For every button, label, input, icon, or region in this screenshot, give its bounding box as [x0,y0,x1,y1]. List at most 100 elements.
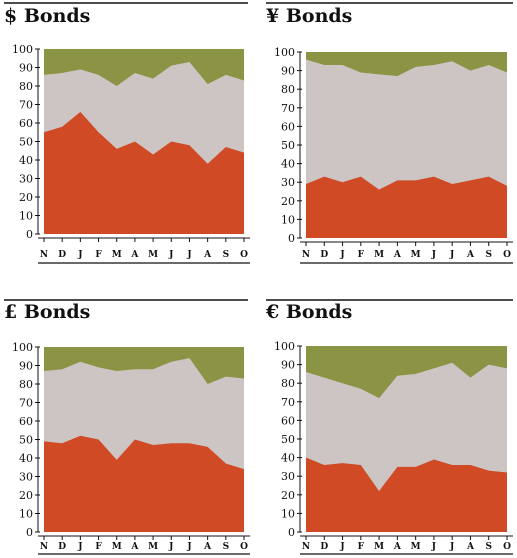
y-tick-label: 0 [288,232,295,245]
y-tick-label: 60 [19,415,33,428]
y-tick-label: 100 [12,341,33,354]
x-tick-label: J [186,542,191,552]
x-tick-label: F [358,542,365,552]
x-tick-label: A [203,542,212,552]
series-area-bottom [306,457,507,532]
x-tick-label: O [503,542,511,552]
series-area-bottom [44,435,244,532]
chart-panel-eur: 0 10 20 30 40 50 60 70 80 90 100 N D J F M A M J J A S O € Bon… [266,298,513,556]
x-tick-label: J [186,250,191,260]
x-tick-label: O [240,542,248,552]
x-tick-label: D [320,250,328,260]
y-tick-label: 20 [19,191,33,204]
x-tick-label: J [77,250,82,260]
x-tick-label: J [339,542,344,552]
series-area-bottom [44,111,244,234]
y-tick-label: 80 [19,80,33,93]
y-tick-label: 30 [281,470,295,483]
x-tick-label: J [339,250,344,260]
y-tick-label: 40 [19,452,33,465]
y-tick-label: 90 [281,65,295,78]
y-tick-label: 60 [281,414,295,427]
y-tick-label: 20 [281,195,295,208]
y-tick-label: 40 [281,158,295,171]
y-tick-label: 70 [19,99,33,112]
x-tick-label: J [449,542,454,552]
y-tick-label: 70 [281,102,295,115]
chart-panel-usd: 0 10 20 30 40 50 60 70 80 90 100 N D J F M A M J J A S O $ Bon… [4,0,250,268]
x-tick-label: J [431,542,436,552]
x-tick-label: M [411,542,421,552]
x-tick-label: J [168,542,173,552]
y-tick-label: 20 [19,489,33,502]
y-tick-label: 10 [281,213,295,226]
y-tick-label: 100 [274,340,295,353]
y-tick-label: 10 [281,507,295,520]
x-tick-label: M [374,250,384,260]
y-tick-label: 0 [288,526,295,539]
x-tick-label: F [95,250,102,260]
x-tick-label: S [485,250,492,260]
x-tick-label: A [393,542,402,552]
series-area-bottom [306,176,507,238]
x-tick-label: M [411,250,421,260]
x-tick-label: M [112,250,122,260]
y-tick-label: 30 [281,176,295,189]
y-tick-label: 40 [281,452,295,465]
x-tick-label: S [223,250,230,260]
y-tick-label: 40 [19,154,33,167]
x-tick-label: M [112,542,122,552]
y-tick-label: 0 [26,526,33,539]
y-tick-label: 30 [19,471,33,484]
y-tick-label: 70 [19,397,33,410]
y-tick-label: 60 [19,117,33,130]
x-tick-label: M [148,250,158,260]
x-tick-label: S [485,542,492,552]
y-tick-label: 80 [19,378,33,391]
y-tick-label: 50 [281,139,295,152]
x-tick-label: F [95,542,102,552]
panel-title: ¥ Bonds [266,5,353,27]
y-tick-label: 50 [19,434,33,447]
panel-title: $ Bonds [4,5,91,27]
y-tick-label: 30 [19,173,33,186]
y-tick-label: 90 [19,62,33,75]
y-tick-label: 20 [281,489,295,502]
x-tick-label: M [374,542,384,552]
x-tick-label: S [223,542,230,552]
y-tick-label: 10 [19,508,33,521]
x-tick-label: N [302,542,310,552]
y-tick-label: 80 [281,83,295,96]
y-tick-label: 0 [26,228,33,241]
panel-title: € Bonds [266,301,353,323]
x-tick-label: A [466,250,475,260]
y-tick-label: 70 [281,396,295,409]
x-tick-label: A [203,250,212,260]
x-tick-label: J [77,542,82,552]
x-tick-label: A [393,250,402,260]
x-tick-label: D [58,250,66,260]
y-tick-label: 80 [281,377,295,390]
x-tick-label: N [40,250,48,260]
y-tick-label: 90 [281,359,295,372]
x-tick-label: A [130,542,139,552]
x-tick-label: A [130,250,139,260]
y-tick-label: 100 [12,43,33,56]
x-tick-label: J [449,250,454,260]
chart-panel-gbp: 0 10 20 30 40 50 60 70 80 90 100 N D J F M A M J J A S O £ Bon… [4,298,250,556]
y-tick-label: 50 [19,136,33,149]
panel-title: £ Bonds [4,301,91,323]
x-tick-label: O [240,250,248,260]
x-tick-label: O [503,250,511,260]
y-tick-label: 90 [19,360,33,373]
x-tick-label: D [320,542,328,552]
x-tick-label: F [358,250,365,260]
y-tick-label: 100 [274,46,295,59]
x-tick-label: J [168,250,173,260]
y-tick-label: 50 [281,433,295,446]
x-tick-label: N [40,542,48,552]
